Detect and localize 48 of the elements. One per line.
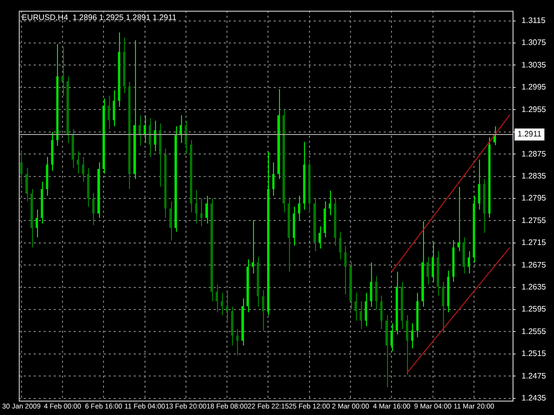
candlestick	[426, 256, 429, 286]
y-tick-label: 1.2875	[522, 149, 547, 158]
candlestick	[200, 198, 203, 227]
y-tick-label: 1.2995	[522, 82, 547, 92]
candlestick	[138, 114, 141, 146]
candlestick	[354, 292, 357, 322]
candlestick	[20, 150, 23, 186]
y-tick-label: 1.3075	[522, 38, 547, 48]
candlestick	[92, 192, 95, 226]
y-tick-label: 1.2635	[522, 282, 547, 292]
candlestick	[272, 162, 275, 196]
y-tick-label: 1.2795	[522, 194, 547, 203]
candlestick	[390, 322, 393, 352]
y-tick-label: 1.2835	[522, 171, 547, 180]
candlestick	[318, 226, 321, 249]
y-tick-label: 1.2715	[522, 238, 547, 248]
candlestick	[468, 250, 470, 274]
y-tick-label: 1.2955	[522, 104, 547, 114]
candlestick	[370, 262, 372, 308]
y-tick-label: 1.3115	[522, 16, 546, 25]
candlestick	[236, 328, 239, 356]
y-tick-label: 1.2675	[522, 260, 547, 270]
y-tick-label: 1.2475	[522, 371, 547, 380]
candlestick	[144, 114, 146, 144]
candlestick	[180, 114, 182, 144]
candlestick	[360, 300, 362, 330]
y-tick-label: 1.2515	[522, 349, 547, 358]
y-tick-label: 1.2595	[522, 304, 547, 314]
candlestick	[36, 209, 38, 238]
candlestick	[478, 159, 480, 210]
candlestick	[380, 295, 383, 330]
candlestick	[216, 284, 218, 313]
y-tick-label: 1.3035	[522, 60, 547, 70]
candlestick	[375, 276, 378, 310]
y-tick-label: 1.2435	[522, 394, 547, 403]
candlestick	[108, 95, 110, 130]
candlestick	[195, 190, 198, 224]
candlestick	[252, 220, 254, 274]
candlestick	[442, 281, 444, 334]
candlestick	[432, 242, 434, 282]
chart-title: EURUSD,H4 1.2896 1.2925 1.2891 1.2911	[22, 13, 177, 22]
y-tick-label: 1.2555	[522, 326, 547, 336]
candlestick	[406, 314, 408, 376]
candlestick	[344, 245, 347, 296]
ref-line-label: 1.2911	[518, 130, 542, 139]
candlestick	[339, 231, 342, 260]
candlestick	[411, 322, 414, 349]
y-tick-label: 1.2755	[522, 216, 547, 225]
